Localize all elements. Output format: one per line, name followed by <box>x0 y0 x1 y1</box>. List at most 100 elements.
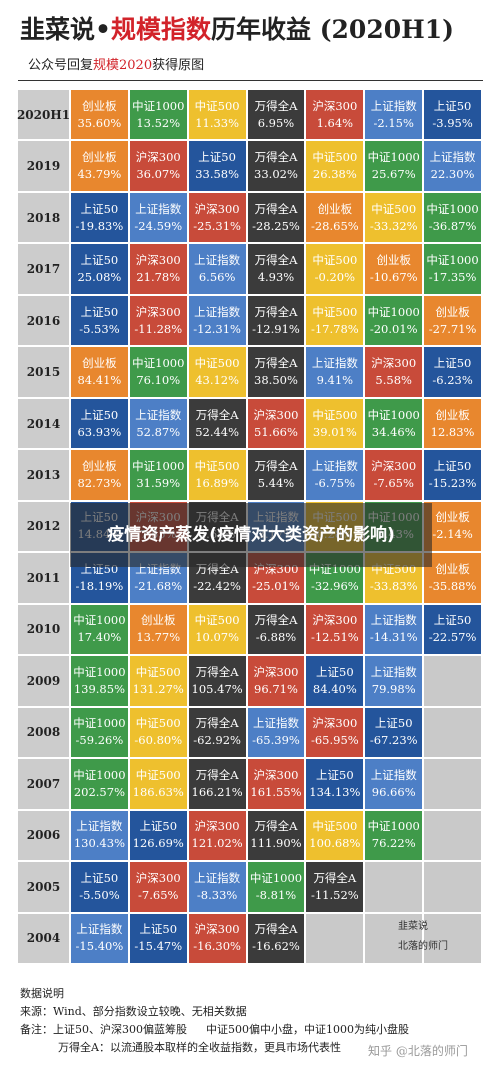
index-cell: 创业板 84.41% <box>71 347 128 397</box>
index-cell: 中证1000 31.59% <box>129 450 187 500</box>
index-name: 上证指数 <box>370 98 417 113</box>
index-cell: 万得全A -28.25% <box>247 192 305 243</box>
empty-cell <box>424 656 481 706</box>
index-name: 中证1000 <box>426 201 479 216</box>
index-cell: 沪深300 5.58% <box>365 347 423 397</box>
index-name: 沪深300 <box>312 613 358 628</box>
index-return: 131.27% <box>132 681 184 696</box>
index-return: 31.59% <box>136 476 181 491</box>
index-return: 22.30% <box>430 167 475 182</box>
index-name: 上证指数 <box>311 459 358 474</box>
index-return: -11.52% <box>310 887 359 902</box>
index-return: -22.57% <box>428 630 477 645</box>
index-name: 上证指数 <box>429 150 476 165</box>
subtitle: 公众号回复规模2020获得原图 <box>28 54 204 73</box>
year-label: 2012 <box>18 501 69 552</box>
index-name: 创业板 <box>141 613 176 628</box>
index-return: -12.51% <box>310 630 359 645</box>
index-cell: 中证1000 76.22% <box>365 810 423 861</box>
index-return: 17.40% <box>77 630 122 645</box>
index-return: -7.65% <box>373 476 414 491</box>
index-name: 创业板 <box>82 150 117 165</box>
index-return: -65.95% <box>310 733 359 748</box>
index-return: 26.38% <box>312 167 357 182</box>
title-part: 韭菜说• <box>20 15 111 44</box>
index-return: -67.23% <box>369 733 418 748</box>
index-cell: 中证1000 34.46% <box>365 398 423 449</box>
index-return: -35.88% <box>428 578 477 593</box>
index-return: 13.77% <box>136 630 181 645</box>
index-cell: 上证50 -3.95% <box>424 90 481 140</box>
index-return: -10.67% <box>369 270 418 285</box>
index-name: 中证500 <box>312 304 358 319</box>
empty-cell <box>424 913 481 963</box>
index-cell: 创业板 -10.67% <box>365 244 423 294</box>
index-return: 130.43% <box>73 836 125 851</box>
year-label: 2005 <box>18 862 69 912</box>
index-return: 166.21% <box>191 784 243 799</box>
index-cell: 创业板 13.77% <box>129 604 187 655</box>
index-name: 上证50 <box>80 870 119 885</box>
index-name: 中证500 <box>135 664 181 679</box>
empty-cell <box>424 862 481 912</box>
overlay-caption: 疫情资产蒸发(疫情对大类资产的影响) <box>70 503 432 567</box>
empty-cell <box>365 862 423 912</box>
index-return: 76.10% <box>136 373 181 388</box>
index-cell: 中证500 26.38% <box>306 141 364 191</box>
index-cell: 创业板 -2.14% <box>424 501 481 552</box>
index-cell: 上证50 126.69% <box>129 810 187 861</box>
index-name: 万得全A <box>254 459 298 474</box>
index-name: 上证指数 <box>194 253 241 268</box>
index-cell: 中证1000 25.67% <box>365 141 423 191</box>
index-return: -14.31% <box>369 630 418 645</box>
index-name: 中证500 <box>371 201 417 216</box>
index-name: 中证1000 <box>132 356 185 371</box>
index-return: 6.56% <box>198 270 236 285</box>
index-return: 11.33% <box>195 115 240 130</box>
index-name: 上证指数 <box>135 201 182 216</box>
year-label: 2014 <box>18 398 69 449</box>
index-name: 沪深300 <box>135 870 181 885</box>
index-cell: 创业板 -27.71% <box>424 295 481 346</box>
index-name: 沪深300 <box>253 767 299 782</box>
note-line: 来源：Wind、部分指数设立较晚、无相关数据 <box>20 1005 247 1018</box>
index-return: -33.83% <box>369 578 418 593</box>
index-return: 39.01% <box>312 424 357 439</box>
index-name: 中证1000 <box>132 98 185 113</box>
index-cell: 中证500 -0.20% <box>306 244 364 294</box>
index-cell: 中证1000 -59.26% <box>71 707 128 758</box>
index-name: 上证50 <box>80 407 119 422</box>
index-return: -15.47% <box>134 939 183 954</box>
index-return: 139.85% <box>73 681 125 696</box>
index-return: 96.71% <box>254 681 298 696</box>
index-cell: 中证500 -60.80% <box>129 707 187 758</box>
index-cell: 上证指数 52.87% <box>129 398 187 449</box>
index-cell: 上证指数 96.66% <box>365 759 423 809</box>
index-cell: 中证500 186.63% <box>129 759 187 809</box>
index-cell: 沪深300 36.07% <box>129 141 187 191</box>
index-cell: 沪深300 -16.30% <box>188 913 246 963</box>
index-cell: 上证50 33.58% <box>188 141 246 191</box>
index-cell: 中证1000 -17.35% <box>424 244 481 294</box>
index-name: 沪深300 <box>135 253 181 268</box>
year-label: 2015 <box>18 347 69 397</box>
index-name: 创业板 <box>82 459 117 474</box>
index-return: 1.64% <box>316 115 354 130</box>
index-cell: 沪深300 51.66% <box>247 398 305 449</box>
index-cell: 上证指数 130.43% <box>71 810 128 861</box>
year-label: 2004 <box>18 913 69 963</box>
index-return: -25.01% <box>252 578 300 593</box>
index-name: 创业板 <box>82 356 117 371</box>
index-return: -12.91% <box>252 321 300 336</box>
index-return: 105.47% <box>191 681 243 696</box>
index-name: 万得全A <box>254 356 298 371</box>
index-cell: 万得全A -6.88% <box>247 604 305 655</box>
index-name: 上证指数 <box>311 356 358 371</box>
note-line: 万得全A：以流通股本取样的全收益指数，更具市场代表性 <box>58 1041 341 1054</box>
index-name: 上证50 <box>433 356 472 371</box>
notes-heading: 数据说明 <box>20 987 64 1000</box>
index-name: 中证500 <box>312 819 358 834</box>
index-name: 万得全A <box>195 767 239 782</box>
index-name: 中证1000 <box>132 459 185 474</box>
index-name: 万得全A <box>195 716 239 731</box>
